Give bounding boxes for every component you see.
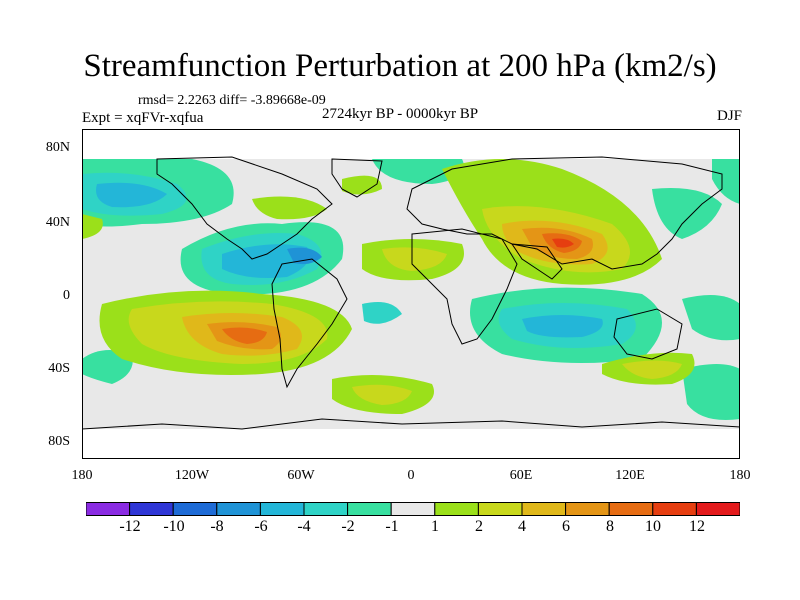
south-polar-blank	[82, 429, 740, 459]
coastlines	[82, 156, 740, 430]
lon-label-120e: 120E	[615, 468, 645, 483]
lat-label-80n: 80N	[45, 140, 70, 155]
season-label: DJF	[716, 108, 742, 124]
colorbar-label: -8	[210, 518, 224, 535]
plot-title: Streamfunction Perturbation at 200 hPa (…	[83, 48, 717, 84]
lon-label-180w: 180	[71, 468, 93, 483]
colorbar-label: -1	[385, 518, 399, 535]
colorbar-swatch	[434, 502, 479, 516]
map-border	[82, 129, 740, 459]
colorbar	[86, 502, 740, 516]
colorbar-swatch	[608, 502, 654, 516]
north-polar-blank	[82, 129, 740, 159]
colorbar-label: 2	[475, 518, 483, 535]
lon-label-180e: 180	[729, 468, 751, 483]
colorbar-label: -10	[163, 518, 185, 535]
colorbar-swatch	[477, 502, 523, 516]
colorbar-swatch	[303, 502, 349, 516]
colorbar-swatch	[347, 502, 392, 516]
colorbar-label: -2	[341, 518, 355, 535]
lon-label-120w: 120W	[174, 468, 210, 483]
colorbar-swatch	[86, 502, 131, 516]
colorbar-swatch	[216, 502, 261, 516]
colorbar-label: 1	[431, 518, 439, 535]
colorbar-label: 6	[562, 518, 570, 535]
colorbar-swatch	[129, 502, 174, 516]
lat-label-80s: 80S	[48, 434, 70, 449]
colorbar-label: 10	[645, 518, 661, 535]
experiment-label: Expt = xqFVr-xqfua	[82, 110, 204, 126]
colorbar-swatch	[390, 502, 436, 516]
colorbar-swatch	[259, 502, 305, 516]
lon-label-60w: 60W	[287, 468, 315, 483]
stats-text: rmsd= 2.2263 diff= -3.89668e-09	[138, 93, 326, 108]
negative-anomaly-regions	[82, 159, 740, 420]
lat-label-40n: 40N	[45, 215, 70, 230]
colorbar-swatch	[695, 502, 740, 516]
colorbar-swatch	[521, 502, 567, 516]
colorbar-label: -12	[119, 518, 141, 535]
colorbar-label: -4	[297, 518, 311, 535]
colorbar-label: 8	[606, 518, 614, 535]
contour-map	[82, 129, 740, 459]
lon-label-60e: 60E	[509, 468, 533, 483]
lat-label-40s: 40S	[48, 361, 70, 376]
colorbar-swatch	[652, 502, 697, 516]
colorbar-label: -6	[254, 518, 268, 535]
colorbar-label: 12	[689, 518, 705, 535]
positive-anomaly-regions	[82, 159, 695, 414]
colorbar-label: 4	[518, 518, 526, 535]
period-label: 2724kyr BP - 0000kyr BP	[321, 106, 479, 122]
colorbar-swatch	[172, 502, 218, 516]
lon-label-0: 0	[407, 468, 415, 483]
lat-label-0: 0	[63, 288, 70, 303]
colorbar-swatch	[565, 502, 610, 516]
